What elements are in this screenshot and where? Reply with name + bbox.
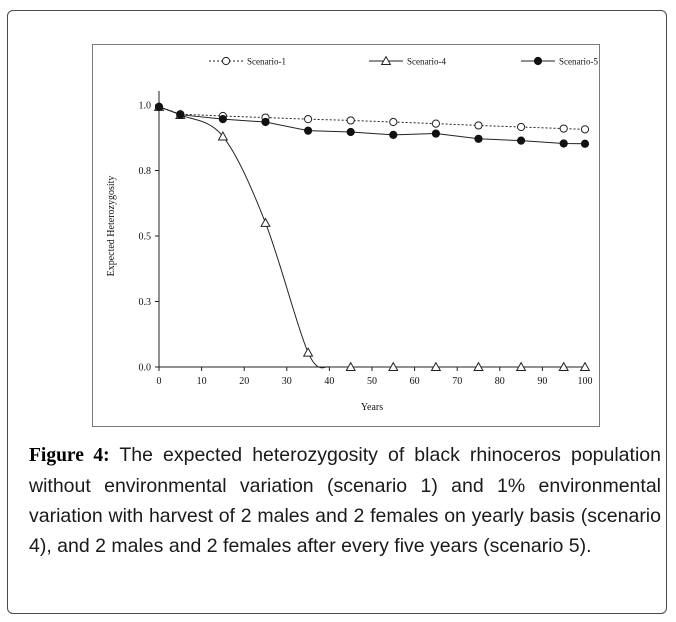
data-point [580,139,590,148]
figure-container: Scenario-1 Scenario-4 Scenario-5 0 10 20 30 40… [7,10,667,614]
x-tick-label: 40 [324,376,334,387]
x-tick-label: 80 [495,376,505,387]
data-point [260,217,271,227]
x-tick-label: 70 [452,376,462,387]
x-tick-label: 100 [578,376,593,387]
legend-marker [221,56,231,66]
x-tick-label: 60 [410,376,420,387]
data-point [218,115,227,124]
x-tick-label: 10 [197,376,207,387]
data-point [217,131,229,141]
data-point [559,124,568,133]
chart-series [153,101,591,372]
data-point [517,136,526,145]
x-axis-label: Years [361,402,383,413]
y-tick-label: 0.3 [139,297,152,308]
legend-item: Scenario-4 [369,55,446,67]
legend-item: Scenario-1 [209,57,286,67]
figure-caption: Figure 4: The expected heterozygosity of… [29,440,661,561]
series-line [158,106,586,145]
caption-label: Figure 4: [29,445,110,466]
data-point [430,361,442,372]
caption-text: The expected heterozygosity of black rhi… [29,444,661,557]
legend-label: Scenario-1 [247,57,286,67]
legend-marker [380,55,392,66]
heterozygosity-chart: Scenario-1 Scenario-4 Scenario-5 0 10 20 30 40… [106,55,598,413]
data-point [302,347,314,357]
chart-frame: Scenario-1 Scenario-4 Scenario-5 0 10 20 30 40… [92,44,600,427]
data-point [431,129,440,138]
legend-marker [533,56,543,66]
x-tick-label: 50 [367,376,377,387]
series-3 [154,102,590,148]
data-point [304,126,313,135]
data-point [345,361,356,372]
legend-label: Scenario-5 [559,57,598,67]
data-point [558,361,569,372]
data-point [389,130,398,139]
data-point [389,117,398,127]
data-point [346,127,355,137]
data-point [346,116,355,125]
chart-legend: Scenario-1 Scenario-4 Scenario-5 [209,55,598,67]
y-tick-label: 1.0 [139,101,152,112]
y-axis-label: Expected Heterozygosity [106,176,117,277]
y-tick-label: 0.0 [139,363,152,374]
data-point [261,117,270,127]
data-point [474,134,483,143]
data-point [154,102,164,111]
data-point [579,361,591,372]
legend-item: Scenario-5 [521,57,598,67]
data-point [431,119,440,128]
data-point [580,125,590,134]
data-point [176,110,185,119]
y-tick-label: 0.8 [139,166,152,177]
chart-axes: 0 10 20 30 40 50 60 70 80 90 100 0.0 0.3 0.5 0.8 1.0 [139,91,593,387]
data-point [515,361,527,372]
data-point [304,115,313,124]
series-line [158,106,585,369]
x-tick-label: 30 [282,376,292,387]
x-tick-label: 90 [537,376,547,387]
y-tick-label: 0.5 [139,232,152,243]
data-point [473,361,484,372]
x-tick-label: 20 [239,376,249,387]
data-point [388,361,399,372]
x-tick-label: 0 [157,376,162,387]
legend-label: Scenario-4 [407,57,446,67]
data-point [517,122,526,132]
data-point [474,121,483,130]
data-point [559,139,568,148]
